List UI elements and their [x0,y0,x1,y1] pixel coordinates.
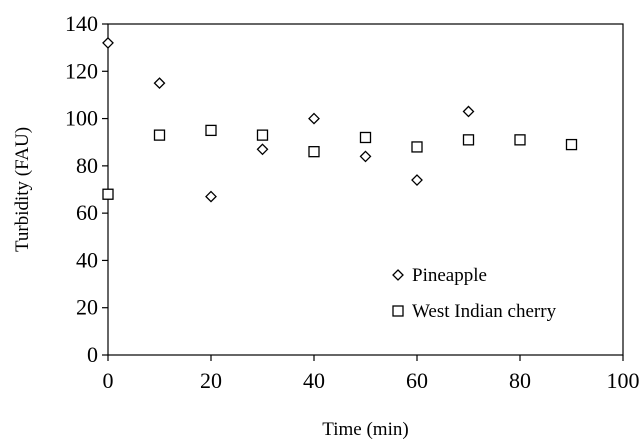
square-marker [256,129,269,141]
data-points [102,36,578,203]
square-marker [411,141,423,153]
square-marker [565,138,578,151]
y-axis-ticks: 0 20 40 60 80 100 120 140 [65,11,108,367]
diamond-marker [153,77,166,90]
diamond-marker [102,36,114,49]
series-pineapple [102,36,475,203]
legend-label: Pineapple [412,265,487,286]
x-axis-ticks: 0 20 40 60 80 100 [103,355,640,393]
diamond-marker [256,143,269,156]
x-tick-label: 80 [509,368,531,393]
y-tick-label: 100 [65,106,98,131]
legend-diamond-marker [392,269,404,281]
y-tick-label: 140 [65,11,98,36]
square-marker [102,188,114,200]
square-marker [462,134,475,146]
square-marker [308,146,320,158]
y-tick-label: 20 [76,295,98,320]
diamond-marker [205,190,217,203]
square-marker [514,134,526,146]
x-axis-label: Time (min) [322,419,408,439]
legend-square-marker [392,305,404,317]
series-west-indian-cherry [102,124,578,200]
legend: Pineapple West Indian cherry [392,265,557,322]
y-tick-label: 80 [76,153,98,178]
square-marker [359,131,372,144]
y-tick-label: 120 [65,58,98,83]
x-tick-label: 60 [406,368,428,393]
square-marker [205,124,217,137]
diamond-marker [359,150,372,163]
x-tick-label: 40 [303,368,325,393]
diamond-marker [308,112,320,125]
diamond-marker [411,174,423,186]
x-tick-label: 20 [200,368,222,393]
x-tick-label: 0 [103,368,114,393]
square-marker [153,129,166,141]
y-tick-label: 0 [87,342,98,367]
y-axis-label: Turbidity (FAU) [12,127,33,252]
y-tick-label: 60 [76,200,98,225]
legend-label: West Indian cherry [412,301,557,322]
diamond-marker [462,105,475,118]
x-tick-label: 100 [607,368,640,393]
y-tick-label: 40 [76,247,98,272]
